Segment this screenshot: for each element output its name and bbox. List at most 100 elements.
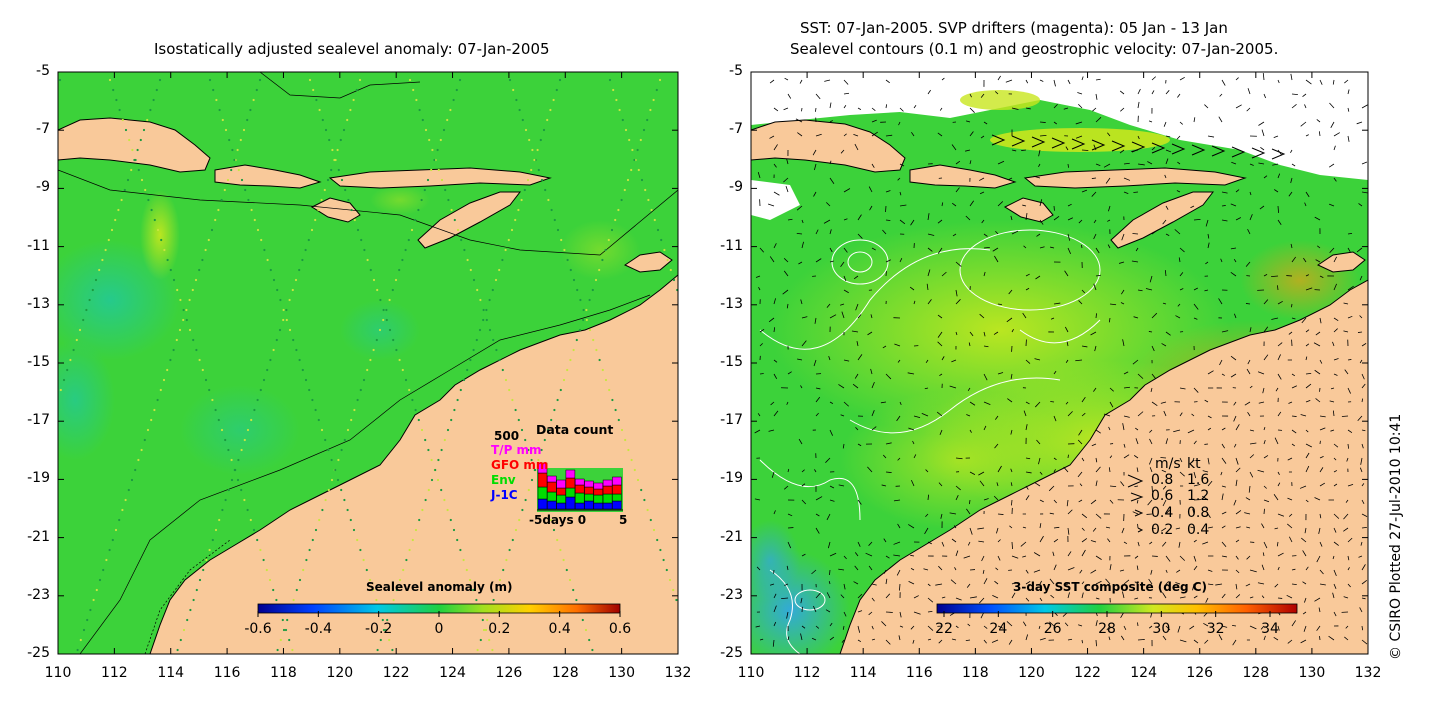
velocity-arrow — [927, 638, 932, 641]
altimeter-track-point — [675, 598, 678, 602]
altimeter-track-point — [259, 548, 262, 552]
velocity-arrow — [1039, 597, 1043, 602]
altimeter-track-point — [243, 438, 246, 442]
velocity-arrow — [798, 438, 803, 445]
altimeter-track-point — [475, 338, 478, 342]
velocity-arrow — [1022, 555, 1027, 558]
velocity-arrow — [1235, 424, 1240, 431]
altimeter-track-point — [308, 548, 311, 552]
altimeter-track-point — [412, 88, 415, 92]
velocity-arrow — [768, 429, 775, 432]
velocity-arrow — [1165, 581, 1169, 585]
velocity-arrow — [1067, 411, 1073, 417]
velocity-arrow — [773, 107, 779, 112]
altimeter-track-point — [194, 278, 198, 282]
velocity-arrow — [1081, 527, 1085, 531]
velocity-arrow — [1039, 134, 1047, 137]
velocity-arrow — [1304, 202, 1307, 207]
velocity-arrow — [1333, 317, 1339, 322]
velocity-arrow — [1205, 261, 1209, 265]
sla-colorbar-tick-label: -0.6 — [244, 621, 272, 637]
velocity-arrow — [983, 625, 988, 629]
velocity-arrow — [1275, 387, 1279, 392]
altimeter-track-point — [224, 128, 228, 132]
altimeter-track-point — [117, 208, 120, 212]
velocity-arrow — [1249, 327, 1252, 333]
right-y-tick-label: -21 — [720, 528, 743, 545]
velocity-arrow — [1123, 579, 1130, 585]
velocity-arrow — [1260, 146, 1265, 151]
velocity-arrow — [979, 480, 985, 487]
velocity-arrow — [885, 639, 891, 645]
velocity-arrow — [1011, 592, 1016, 599]
velocity-arrow — [1333, 443, 1339, 448]
velocity-arrow — [1304, 104, 1307, 109]
velocity-arrow — [1067, 247, 1072, 255]
velocity-arrow — [927, 541, 933, 545]
velocity-arrow — [1067, 527, 1070, 535]
altimeter-track-point — [498, 358, 501, 362]
velocity-arrow — [843, 583, 846, 590]
velocity-arrow — [1053, 103, 1058, 109]
altimeter-track-point — [66, 368, 69, 372]
velocity-arrow — [1162, 302, 1167, 305]
velocity-arrow — [1221, 427, 1226, 431]
velocity-arrow — [1289, 536, 1293, 543]
altimeter-track-point — [514, 528, 518, 532]
velocity-arrow — [1095, 480, 1098, 487]
altimeter-track-point — [520, 198, 523, 202]
altimeter-track-point — [672, 278, 676, 282]
velocity-arrow — [1093, 283, 1097, 291]
altimeter-track-point — [595, 348, 598, 352]
velocity-arrow — [1119, 261, 1125, 264]
altimeter-track-point — [155, 88, 158, 92]
altimeter-track-point — [436, 478, 440, 482]
velocity-arrow — [1318, 527, 1321, 534]
velocity-arrow — [955, 597, 962, 601]
altimeter-track-point — [644, 188, 647, 192]
velocity-arrow — [969, 527, 973, 535]
altimeter-track-point — [240, 448, 243, 452]
altimeter-track-point — [185, 318, 188, 322]
altimeter-track-point — [333, 158, 336, 162]
velocity-arrow — [823, 219, 831, 224]
altimeter-track-point — [527, 488, 530, 492]
velocity-arrow — [1249, 569, 1257, 573]
altimeter-track-point — [288, 328, 292, 332]
altimeter-track-point — [226, 178, 230, 182]
altimeter-track-point — [491, 288, 494, 292]
velocity-arrow — [1134, 485, 1139, 487]
altimeter-track-point — [269, 358, 272, 362]
velocity-arrow — [910, 625, 915, 630]
velocity-arrow — [921, 412, 929, 417]
altimeter-track-point — [321, 508, 324, 512]
altimeter-track-point — [617, 418, 620, 422]
altimeter-track-point — [484, 628, 488, 632]
velocity-arrow — [796, 232, 803, 235]
altimeter-track-point — [284, 628, 288, 632]
velocity-arrow — [1039, 219, 1044, 225]
velocity-arrow — [1039, 79, 1044, 82]
velocity-arrow — [1330, 121, 1335, 129]
velocity-arrow — [1176, 569, 1181, 573]
altimeter-track-point — [246, 118, 249, 122]
altimeter-track-point — [215, 98, 218, 102]
velocity-arrow — [1273, 636, 1279, 641]
altimeter-track-point — [437, 168, 440, 172]
velocity-arrow — [1091, 191, 1097, 197]
altimeter-track-point — [275, 598, 278, 602]
velocity-arrow — [1039, 535, 1044, 543]
altimeter-track-point — [508, 78, 512, 82]
velocity-arrow — [1319, 317, 1322, 324]
velocity-arrow — [843, 247, 848, 253]
velocity-arrow — [1347, 247, 1351, 252]
altimeter-track-point — [531, 148, 534, 152]
velocity-arrow — [1025, 580, 1031, 585]
velocity-arrow — [1361, 104, 1368, 109]
altimeter-track-point — [501, 258, 504, 262]
velocity-arrow — [899, 258, 903, 263]
velocity-arrow — [1137, 373, 1144, 379]
velocity-arrow — [1192, 508, 1195, 515]
altimeter-track-point — [536, 148, 539, 152]
velocity-arrow — [825, 457, 831, 463]
